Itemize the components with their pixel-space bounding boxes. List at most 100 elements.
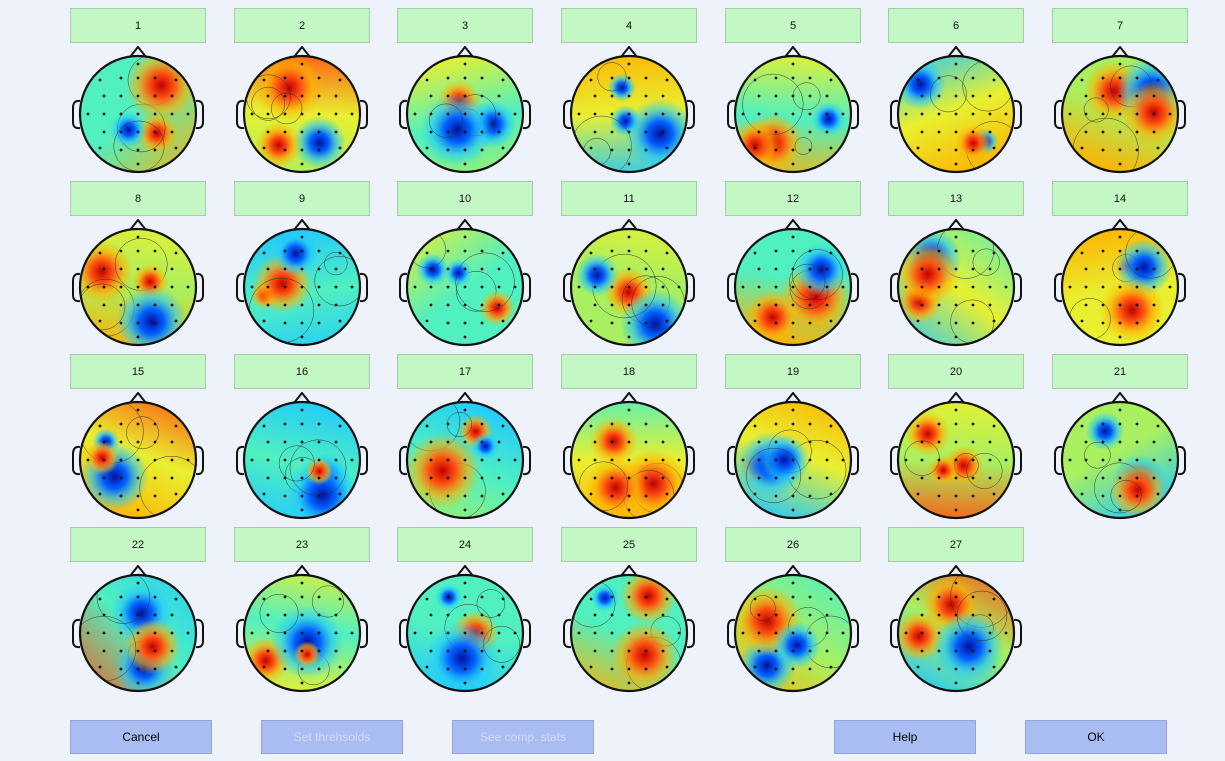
- component-button[interactable]: 2: [234, 8, 370, 43]
- component-button[interactable]: 10: [397, 181, 533, 216]
- electrode: [300, 595, 304, 599]
- electrode: [825, 285, 829, 289]
- component-button[interactable]: 17: [397, 354, 533, 389]
- electrode: [627, 130, 631, 134]
- electrode: [627, 303, 631, 307]
- electrode: [791, 422, 795, 426]
- component-button[interactable]: 11: [561, 181, 697, 216]
- topo-fill: [407, 575, 523, 691]
- component-button[interactable]: 7: [1052, 8, 1188, 43]
- electrode: [774, 321, 778, 325]
- topo-map: [236, 565, 368, 693]
- topo-blob: [758, 434, 810, 486]
- electrode: [1135, 458, 1139, 462]
- component-button[interactable]: 26: [725, 527, 861, 562]
- head-outline: [896, 573, 1016, 693]
- electrode: [971, 667, 975, 671]
- component-button[interactable]: 9: [234, 181, 370, 216]
- topo-map: [727, 46, 859, 174]
- component-button[interactable]: 5: [725, 8, 861, 43]
- topo-blob: [416, 253, 450, 287]
- component-button[interactable]: 14: [1052, 181, 1188, 216]
- nose: [293, 219, 311, 231]
- component-button[interactable]: 20: [888, 354, 1024, 389]
- component-button[interactable]: 8: [70, 181, 206, 216]
- electrode: [350, 631, 354, 635]
- component-button[interactable]: 25: [561, 527, 697, 562]
- electrode: [136, 162, 140, 166]
- electrode: [429, 112, 433, 116]
- electrode: [153, 476, 157, 480]
- component-button[interactable]: 19: [725, 354, 861, 389]
- electrode: [446, 249, 450, 253]
- electrode: [1118, 494, 1122, 498]
- electrode: [463, 476, 467, 480]
- electrode: [610, 631, 614, 635]
- contour: [455, 252, 515, 312]
- component-button[interactable]: 6: [888, 8, 1024, 43]
- electrode: [841, 631, 845, 635]
- electrode: [808, 285, 812, 289]
- component: 11: [561, 181, 697, 351]
- electrode: [98, 597, 102, 601]
- electrode: [627, 335, 631, 339]
- electrode: [589, 597, 593, 601]
- electrode: [425, 319, 429, 323]
- component-button[interactable]: 23: [234, 527, 370, 562]
- electrode: [954, 235, 958, 239]
- component-button[interactable]: 4: [561, 8, 697, 43]
- electrode: [300, 267, 304, 271]
- component-button[interactable]: 13: [888, 181, 1024, 216]
- electrode: [610, 76, 614, 80]
- electrode: [1152, 112, 1156, 116]
- electrode: [463, 631, 467, 635]
- electrode: [610, 422, 614, 426]
- electrode: [644, 649, 648, 653]
- electrode: [937, 494, 941, 498]
- electrode: [1135, 112, 1139, 116]
- electrode: [136, 508, 140, 512]
- electrode: [937, 667, 941, 671]
- electrode: [98, 424, 102, 428]
- topo-map: [236, 392, 368, 520]
- electrode: [501, 492, 505, 496]
- component-button[interactable]: 12: [725, 181, 861, 216]
- electrode: [1101, 321, 1105, 325]
- component-button[interactable]: 24: [397, 527, 533, 562]
- component-button[interactable]: 18: [561, 354, 697, 389]
- topo-blob: [898, 242, 960, 306]
- topo-map: [399, 46, 531, 174]
- electrode: [791, 681, 795, 685]
- electrode: [1068, 112, 1072, 116]
- help-button[interactable]: Help: [834, 720, 976, 754]
- component-button[interactable]: 3: [397, 8, 533, 43]
- electrode: [463, 249, 467, 253]
- electrode: [1004, 631, 1008, 635]
- component-button[interactable]: 27: [888, 527, 1024, 562]
- component-button[interactable]: 15: [70, 354, 206, 389]
- cancel-button[interactable]: Cancel: [70, 720, 212, 754]
- topo-blob: [124, 618, 181, 675]
- electrode: [480, 458, 484, 462]
- component-button[interactable]: 1: [70, 8, 206, 43]
- component: 14: [1052, 181, 1188, 351]
- electrode: [463, 130, 467, 134]
- electrode: [774, 76, 778, 80]
- electrode: [791, 62, 795, 66]
- ok-button[interactable]: OK: [1025, 720, 1167, 754]
- electrode: [480, 613, 484, 617]
- electrode: [937, 458, 941, 462]
- component: 20: [888, 354, 1024, 524]
- contour: [972, 248, 1000, 276]
- nose: [784, 565, 802, 577]
- electrode: [954, 631, 958, 635]
- component-button[interactable]: 22: [70, 527, 206, 562]
- component-button[interactable]: 16: [234, 354, 370, 389]
- electrode: [262, 78, 266, 82]
- electrode: [1118, 508, 1122, 512]
- electrode: [1068, 285, 1072, 289]
- component-button[interactable]: 21: [1052, 354, 1188, 389]
- electrode: [1101, 440, 1105, 444]
- electrode: [425, 665, 429, 669]
- topo-fill: [571, 402, 687, 518]
